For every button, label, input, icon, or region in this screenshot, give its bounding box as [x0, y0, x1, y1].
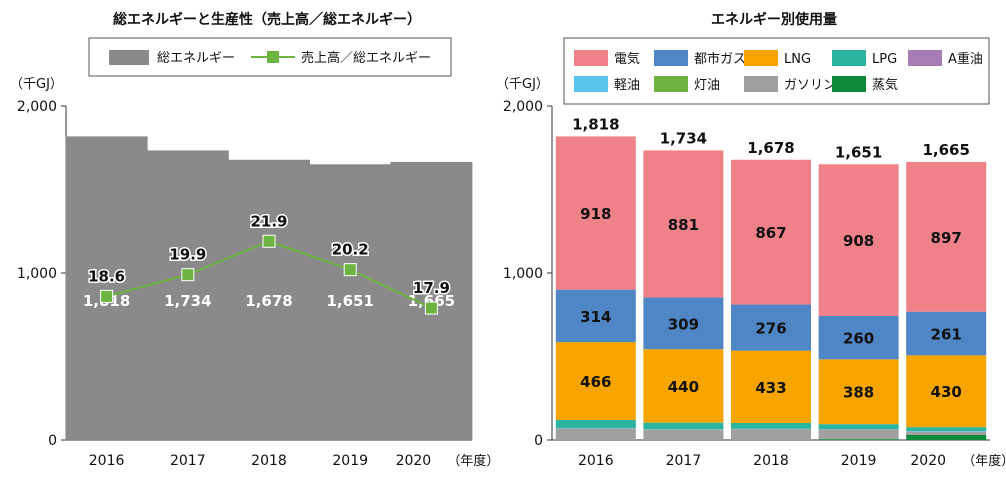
right-stack-segment: [556, 420, 636, 428]
right-legend-swatch: [654, 76, 688, 92]
right-x-tick-label: 2020: [910, 453, 946, 469]
right-legend-swatch: [574, 50, 608, 66]
right-legend-label: LNG: [784, 52, 811, 67]
right-legend-swatch: [832, 50, 866, 66]
left-line-value-label: 20.2: [332, 241, 369, 259]
left-legend-bar-label: 総エネルギー: [157, 51, 235, 66]
right-segment-value-label: 918: [580, 205, 611, 223]
left-legend-line-label: 売上高／総エネルギー: [301, 50, 431, 66]
left-y-tick-label: 0: [48, 433, 57, 449]
right-stack-segment: [556, 428, 636, 440]
right-legend-label: 電気: [614, 51, 640, 67]
right-x-tick-label: 2019: [841, 453, 877, 469]
right-segment-value-label: 276: [755, 320, 786, 338]
right-stack-segment: [819, 429, 899, 439]
right-legend-label: 灯油: [694, 78, 720, 93]
left-x-tick-label: 2016: [89, 453, 125, 469]
left-legend-line-marker: [267, 51, 279, 63]
right-x-tick-label: 2016: [578, 453, 614, 469]
left-line-value-label: 19.9: [169, 246, 206, 264]
right-legend-box: [564, 38, 989, 104]
right-stack-segment: [731, 423, 811, 429]
right-legend-label: 軽油: [614, 78, 640, 93]
right-legend-swatch: [574, 76, 608, 92]
right-segment-value-label: 309: [668, 315, 699, 333]
left-x-tick-label: 2020: [396, 453, 432, 469]
right-legend-label: 蒸気: [872, 77, 898, 93]
left-line-point: [182, 269, 194, 281]
right-segment-value-label: 314: [580, 308, 611, 326]
right-stack-segment: [643, 423, 723, 430]
right-segment-value-label: 261: [931, 326, 962, 344]
right-legend-label: A重油: [948, 51, 983, 67]
right-legend-label: ガソリン: [784, 78, 836, 93]
right-legend-swatch: [908, 50, 942, 66]
left-y-tick-label: 1,000: [17, 266, 57, 282]
right-y-tick-label: 1,000: [503, 266, 543, 282]
right-legend-label: LPG: [872, 52, 897, 67]
right-unit-label: （千GJ）: [496, 77, 549, 92]
left-line-point: [101, 290, 113, 302]
right-segment-value-label: 908: [843, 232, 874, 250]
right-title: エネルギー別使用量: [711, 11, 837, 28]
left-x-tick-label: 2017: [170, 453, 206, 469]
right-y-tick-label: 2,000: [503, 99, 543, 115]
left-bar-value-label: 1,651: [326, 292, 373, 310]
right-segment-value-label: 466: [580, 373, 611, 391]
right-legend-swatch: [744, 50, 778, 66]
left-x-tick-label: 2019: [332, 453, 368, 469]
right-stack-segment: [906, 432, 986, 435]
right-segment-value-label: 881: [668, 216, 699, 234]
left-y-tick-label: 2,000: [17, 99, 57, 115]
right-legend-swatch: [744, 76, 778, 92]
left-title: 総エネルギーと生産性（売上高／総エネルギー）: [113, 11, 421, 28]
right-segment-value-label: 440: [668, 378, 699, 396]
right-stack-segment: [731, 429, 811, 440]
left-unit-label: （千GJ）: [10, 77, 63, 92]
left-bar-value-label: 1,678: [245, 292, 292, 310]
right-legend-swatch: [832, 76, 866, 92]
right-x-tick-label: 2018: [753, 453, 789, 469]
right-y-tick-label: 0: [534, 433, 543, 449]
right-total-label: 1,665: [922, 141, 969, 159]
left-line-value-label: 17.9: [413, 279, 450, 297]
left-line-point: [425, 302, 437, 314]
right-segment-value-label: 433: [755, 379, 786, 397]
right-stack-segment: [906, 427, 986, 431]
right-total-label: 1,818: [572, 115, 619, 133]
right-x-tick-label: 2017: [666, 453, 702, 469]
left-line-point: [344, 264, 356, 276]
left-x-unit-label: （年度）: [447, 453, 499, 469]
right-x-unit-label: （年度）: [962, 453, 1006, 469]
right-segment-value-label: 867: [755, 224, 786, 242]
left-x-tick-label: 2018: [251, 453, 287, 469]
right-stack-segment: [643, 430, 723, 440]
right-legend-swatch: [654, 50, 688, 66]
right-total-label: 1,678: [747, 139, 794, 157]
right-total-label: 1,734: [660, 129, 707, 147]
right-segment-value-label: 430: [931, 383, 962, 401]
left-bar-value-label: 1,734: [164, 292, 211, 310]
right-stack-segment: [906, 435, 986, 440]
left-legend-bar-swatch: [109, 50, 149, 65]
right-segment-value-label: 388: [843, 384, 874, 402]
right-stack-segment: [819, 424, 899, 429]
left-line-point: [263, 235, 275, 247]
right-stack-segment: [819, 439, 899, 440]
right-segment-value-label: 260: [843, 330, 874, 348]
left-line-value-label: 21.9: [250, 212, 287, 230]
right-total-label: 1,651: [835, 143, 882, 161]
right-segment-value-label: 897: [931, 229, 962, 247]
right-legend-label: 都市ガス: [694, 51, 746, 67]
left-line-value-label: 18.6: [88, 267, 125, 285]
